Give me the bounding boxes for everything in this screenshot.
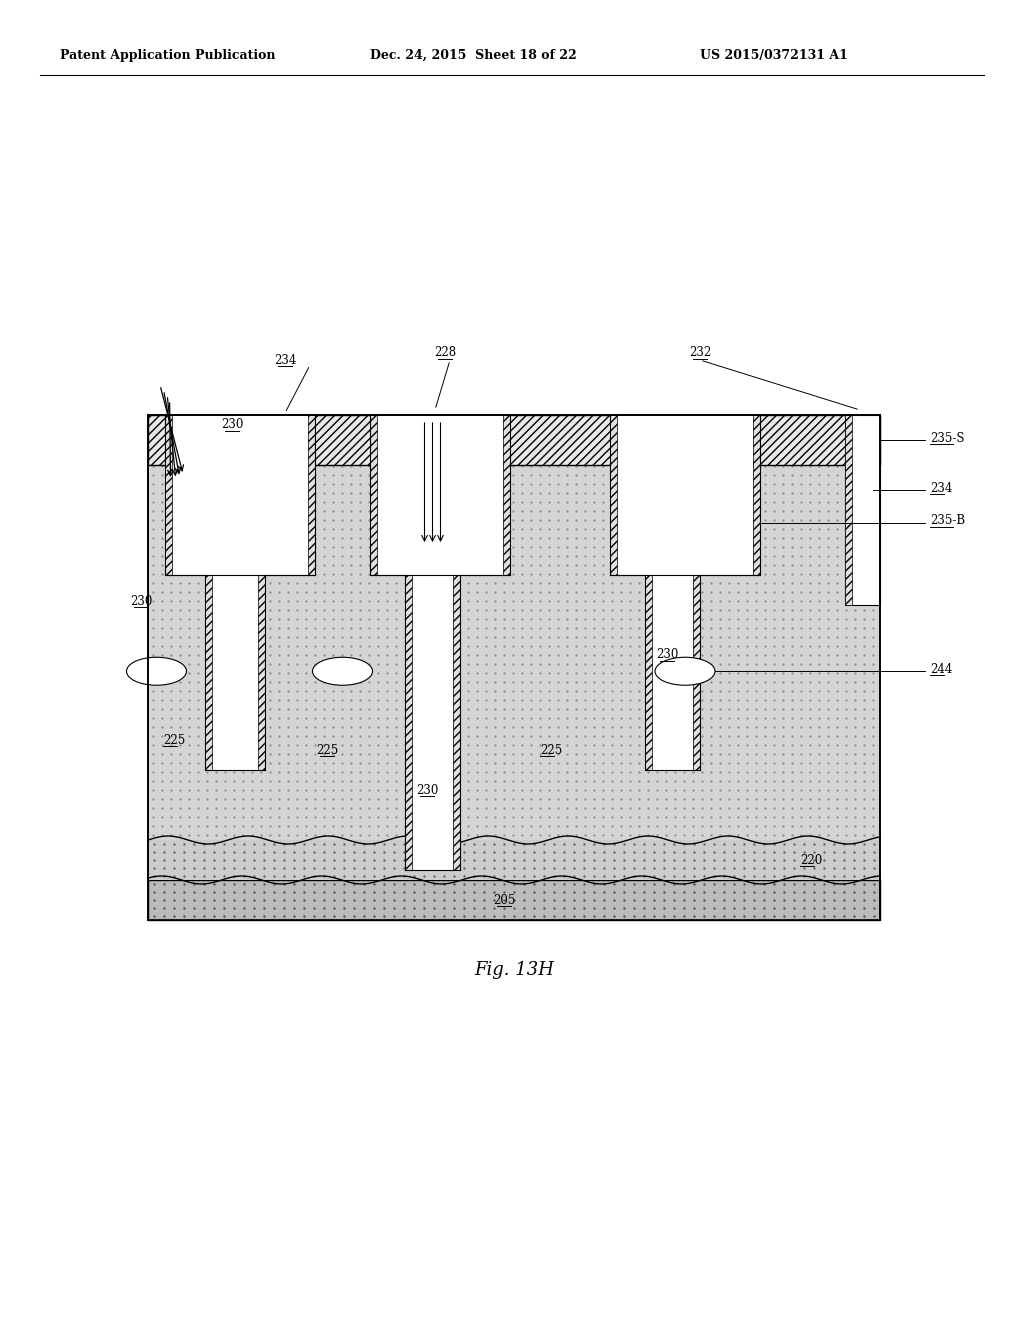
Bar — [406, 576, 412, 870]
Bar — [617, 414, 753, 576]
Bar — [610, 414, 617, 576]
Bar — [148, 414, 880, 465]
Bar — [258, 576, 265, 770]
Text: 225: 225 — [540, 743, 562, 756]
Text: Dec. 24, 2015  Sheet 18 of 22: Dec. 24, 2015 Sheet 18 of 22 — [370, 49, 577, 62]
Text: 205: 205 — [493, 894, 515, 907]
Text: 228: 228 — [434, 346, 456, 359]
Bar — [205, 576, 212, 770]
Bar — [172, 414, 308, 576]
Bar — [753, 414, 760, 576]
Bar — [165, 414, 172, 576]
Text: 234: 234 — [273, 354, 296, 367]
Text: 230: 230 — [130, 595, 153, 607]
Text: 230: 230 — [221, 418, 243, 432]
Text: 232: 232 — [689, 346, 711, 359]
Bar — [845, 414, 880, 605]
Bar — [503, 414, 510, 576]
Text: 225: 225 — [163, 734, 185, 747]
Text: 235-B: 235-B — [930, 515, 966, 528]
Bar — [212, 576, 258, 770]
Text: 235-S: 235-S — [930, 432, 965, 445]
Bar — [148, 880, 880, 920]
Ellipse shape — [312, 657, 373, 685]
Ellipse shape — [127, 657, 186, 685]
Text: 244: 244 — [930, 663, 952, 676]
Bar — [645, 576, 652, 770]
Bar — [412, 576, 453, 870]
Text: Patent Application Publication: Patent Application Publication — [60, 49, 275, 62]
Bar — [308, 414, 315, 576]
Bar — [377, 414, 503, 576]
Text: US 2015/0372131 A1: US 2015/0372131 A1 — [700, 49, 848, 62]
Text: 230: 230 — [416, 784, 438, 796]
Bar — [148, 840, 880, 880]
Bar — [845, 414, 852, 605]
Text: Fig. 13H: Fig. 13H — [474, 961, 554, 979]
Text: 234: 234 — [930, 482, 952, 495]
Bar — [453, 576, 460, 870]
Bar — [652, 576, 693, 770]
Text: 220: 220 — [800, 854, 822, 866]
Text: 225: 225 — [315, 743, 338, 756]
Text: 230: 230 — [655, 648, 678, 661]
Bar — [693, 576, 700, 770]
Bar — [148, 465, 880, 840]
Ellipse shape — [655, 657, 715, 685]
Bar — [370, 414, 377, 576]
